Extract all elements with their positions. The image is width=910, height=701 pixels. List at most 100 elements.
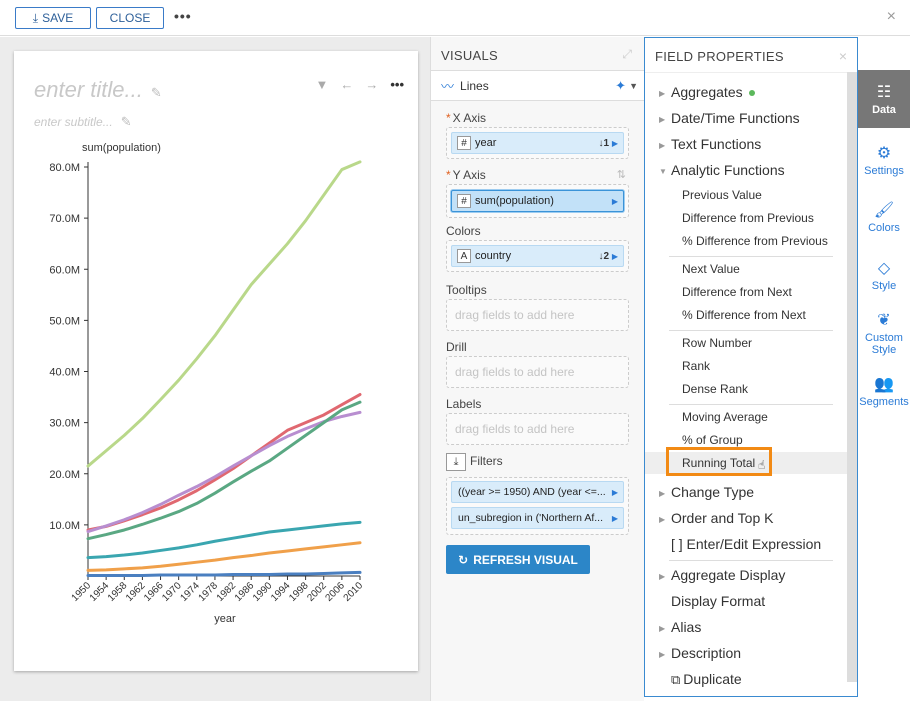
- datetime-functions-item[interactable]: ▶ Date/Time Functions: [659, 110, 800, 126]
- subtitle-input[interactable]: enter subtitle... ✎: [34, 114, 132, 130]
- caret-right-icon: ▶: [659, 623, 666, 633]
- right-rail: ☷ Data ⚙ Settings 🖌 Colors ◇ Style ❦ Cus…: [858, 37, 910, 701]
- tooltips-dropzone[interactable]: drag fields to add here: [446, 299, 629, 331]
- arrow-right-icon[interactable]: →: [365, 77, 379, 92]
- close-icon[interactable]: ×: [838, 48, 847, 64]
- x-axis-label: * X Axis: [446, 111, 487, 125]
- filters-dropzone[interactable]: ((year >= 1950) AND (year <=... ▶ un_sub…: [446, 477, 629, 535]
- y-tick-label: 80.0M: [49, 162, 80, 174]
- swap-axes-icon[interactable]: ⇅: [616, 169, 626, 181]
- rail-style[interactable]: ◇ Style: [858, 258, 910, 292]
- colors-pill[interactable]: A country ↓2 ▶: [451, 245, 624, 267]
- refresh-visual-button[interactable]: ↻ REFRESH VISUAL: [446, 545, 590, 574]
- filter-pill[interactable]: un_subregion in ('Northern Af... ▶: [451, 507, 624, 529]
- text-functions-item[interactable]: ▶ Text Functions: [659, 136, 762, 152]
- display-format-item[interactable]: Display Format: [671, 593, 766, 609]
- analytic-option[interactable]: % Difference from Previous: [682, 234, 828, 248]
- more-icon[interactable]: •••: [390, 77, 404, 92]
- filter-icon[interactable]: ▼: [315, 77, 329, 92]
- labels-dropzone[interactable]: drag fields to add here: [446, 413, 629, 445]
- caret-right-icon: ▶: [659, 114, 666, 124]
- divider: [669, 330, 833, 331]
- running-total-option[interactable]: Running Total: [682, 456, 756, 470]
- drill-label: Drill: [446, 340, 467, 354]
- description-item[interactable]: ▶ Description: [659, 645, 742, 661]
- duplicate-item[interactable]: ⧉ Duplicate: [671, 671, 742, 687]
- numeric-type-icon: #: [457, 194, 471, 208]
- analytic-option[interactable]: Dense Rank: [682, 382, 749, 396]
- title-input[interactable]: enter title... ✎: [34, 77, 162, 103]
- scrollbar[interactable]: [847, 72, 857, 682]
- more-options-icon[interactable]: •••: [174, 8, 192, 24]
- rail-colors[interactable]: 🖌 Colors: [858, 200, 910, 234]
- visuals-header: VISUALS: [431, 37, 644, 71]
- colors-dropzone[interactable]: A country ↓2 ▶: [446, 240, 629, 272]
- caret-right-icon[interactable]: ▶: [611, 487, 618, 497]
- close-button[interactable]: CLOSE: [96, 7, 164, 29]
- arrow-left-icon[interactable]: ←: [340, 77, 354, 92]
- change-type-item[interactable]: ▶ Change Type: [659, 484, 755, 500]
- rail-data[interactable]: ☷ Data: [858, 70, 910, 128]
- chevron-down-icon[interactable]: ▼: [629, 80, 638, 91]
- x-field-name: year: [475, 137, 497, 149]
- leaf-icon: ❦: [877, 312, 891, 329]
- x-tick-label: 2002: [305, 580, 329, 604]
- expand-icon[interactable]: ⤢: [622, 47, 632, 61]
- sparkle-icon[interactable]: ✦: [615, 77, 626, 93]
- order-top-k-item[interactable]: ▶ Order and Top K: [659, 510, 774, 526]
- series-line: [86, 570, 362, 577]
- close-icon[interactable]: ×: [886, 8, 896, 25]
- y-axis-dropzone[interactable]: # sum(population) ▶: [446, 184, 629, 218]
- caret-right-icon: ▶: [659, 140, 666, 150]
- x-tick-label: 1966: [142, 580, 166, 604]
- analytic-option[interactable]: % of Group: [682, 433, 743, 447]
- filter-pill[interactable]: ((year >= 1950) AND (year <=... ▶: [451, 481, 624, 503]
- x-tick-label: 1978: [197, 580, 221, 604]
- aggregates-item[interactable]: ▶ Aggregates: [659, 84, 755, 100]
- analytic-option[interactable]: % Difference from Next: [682, 308, 806, 322]
- x-tick-label: 1990: [251, 580, 275, 604]
- analytic-option[interactable]: Rank: [682, 359, 711, 373]
- pencil-icon[interactable]: ✎: [120, 114, 132, 129]
- drill-dropzone[interactable]: drag fields to add here: [446, 356, 629, 388]
- rail-colors-label: Colors: [868, 222, 900, 234]
- rail-settings-label: Settings: [864, 165, 904, 177]
- rail-segments-label: Segments: [859, 396, 909, 408]
- analytic-option[interactable]: Next Value: [682, 262, 740, 276]
- analytic-option[interactable]: Row Number: [682, 336, 753, 350]
- caret-right-icon[interactable]: ▶: [611, 513, 618, 523]
- rail-custom-style[interactable]: ❦ Custom Style: [858, 310, 910, 356]
- analytic-option[interactable]: Difference from Previous: [682, 211, 814, 225]
- filter-expression: un_subregion in ('Northern Af...: [458, 512, 604, 524]
- analytic-option[interactable]: Moving Average: [682, 410, 768, 424]
- title-placeholder: enter title...: [34, 77, 143, 102]
- analytic-option[interactable]: Previous Value: [682, 188, 762, 202]
- analytic-option[interactable]: Difference from Next: [682, 285, 792, 299]
- caret-right-icon[interactable]: ▶: [611, 196, 618, 206]
- visual-type-selector[interactable]: 〰 Lines ✦ ▼: [431, 71, 644, 101]
- aggregate-display-item[interactable]: ▶ Aggregate Display: [659, 567, 786, 583]
- save-button[interactable]: ⤓ SAVE: [15, 7, 91, 29]
- visuals-panel: VISUALS ⤢ 〰 Lines ✦ ▼ * X Axis # year ↓1 …: [430, 37, 644, 701]
- rail-settings[interactable]: ⚙ Settings: [858, 143, 910, 177]
- x-tick-label: 1994: [269, 580, 293, 604]
- caret-right-icon[interactable]: ▶: [611, 138, 618, 148]
- filter-download-icon[interactable]: ⤓: [446, 453, 466, 471]
- analytic-functions-item[interactable]: ▼ Analytic Functions: [659, 162, 785, 178]
- caret-right-icon[interactable]: ▶: [611, 251, 618, 261]
- subtitle-placeholder: enter subtitle...: [34, 115, 113, 129]
- alias-item[interactable]: ▶ Alias: [659, 619, 702, 635]
- filters-label: ⤓ Filters: [446, 453, 503, 471]
- x-axis-pill[interactable]: # year ↓1 ▶: [451, 132, 624, 154]
- pencil-icon[interactable]: ✎: [150, 85, 162, 100]
- series-line: [86, 541, 362, 572]
- sort-order: ↓2: [598, 250, 609, 262]
- top-toolbar: ⤓ SAVE CLOSE ••• ×: [0, 0, 910, 36]
- y-axis-pill[interactable]: # sum(population) ▶: [451, 190, 624, 212]
- field-properties-header: FIELD PROPERTIES: [645, 38, 857, 73]
- x-axis-dropzone[interactable]: # year ↓1 ▶: [446, 127, 629, 159]
- rail-segments[interactable]: 👥 Segments: [858, 374, 910, 408]
- enter-edit-expression-item[interactable]: [ ] Enter/Edit Expression: [671, 536, 822, 552]
- divider: [669, 404, 833, 405]
- x-tick-label: 1998: [287, 580, 311, 604]
